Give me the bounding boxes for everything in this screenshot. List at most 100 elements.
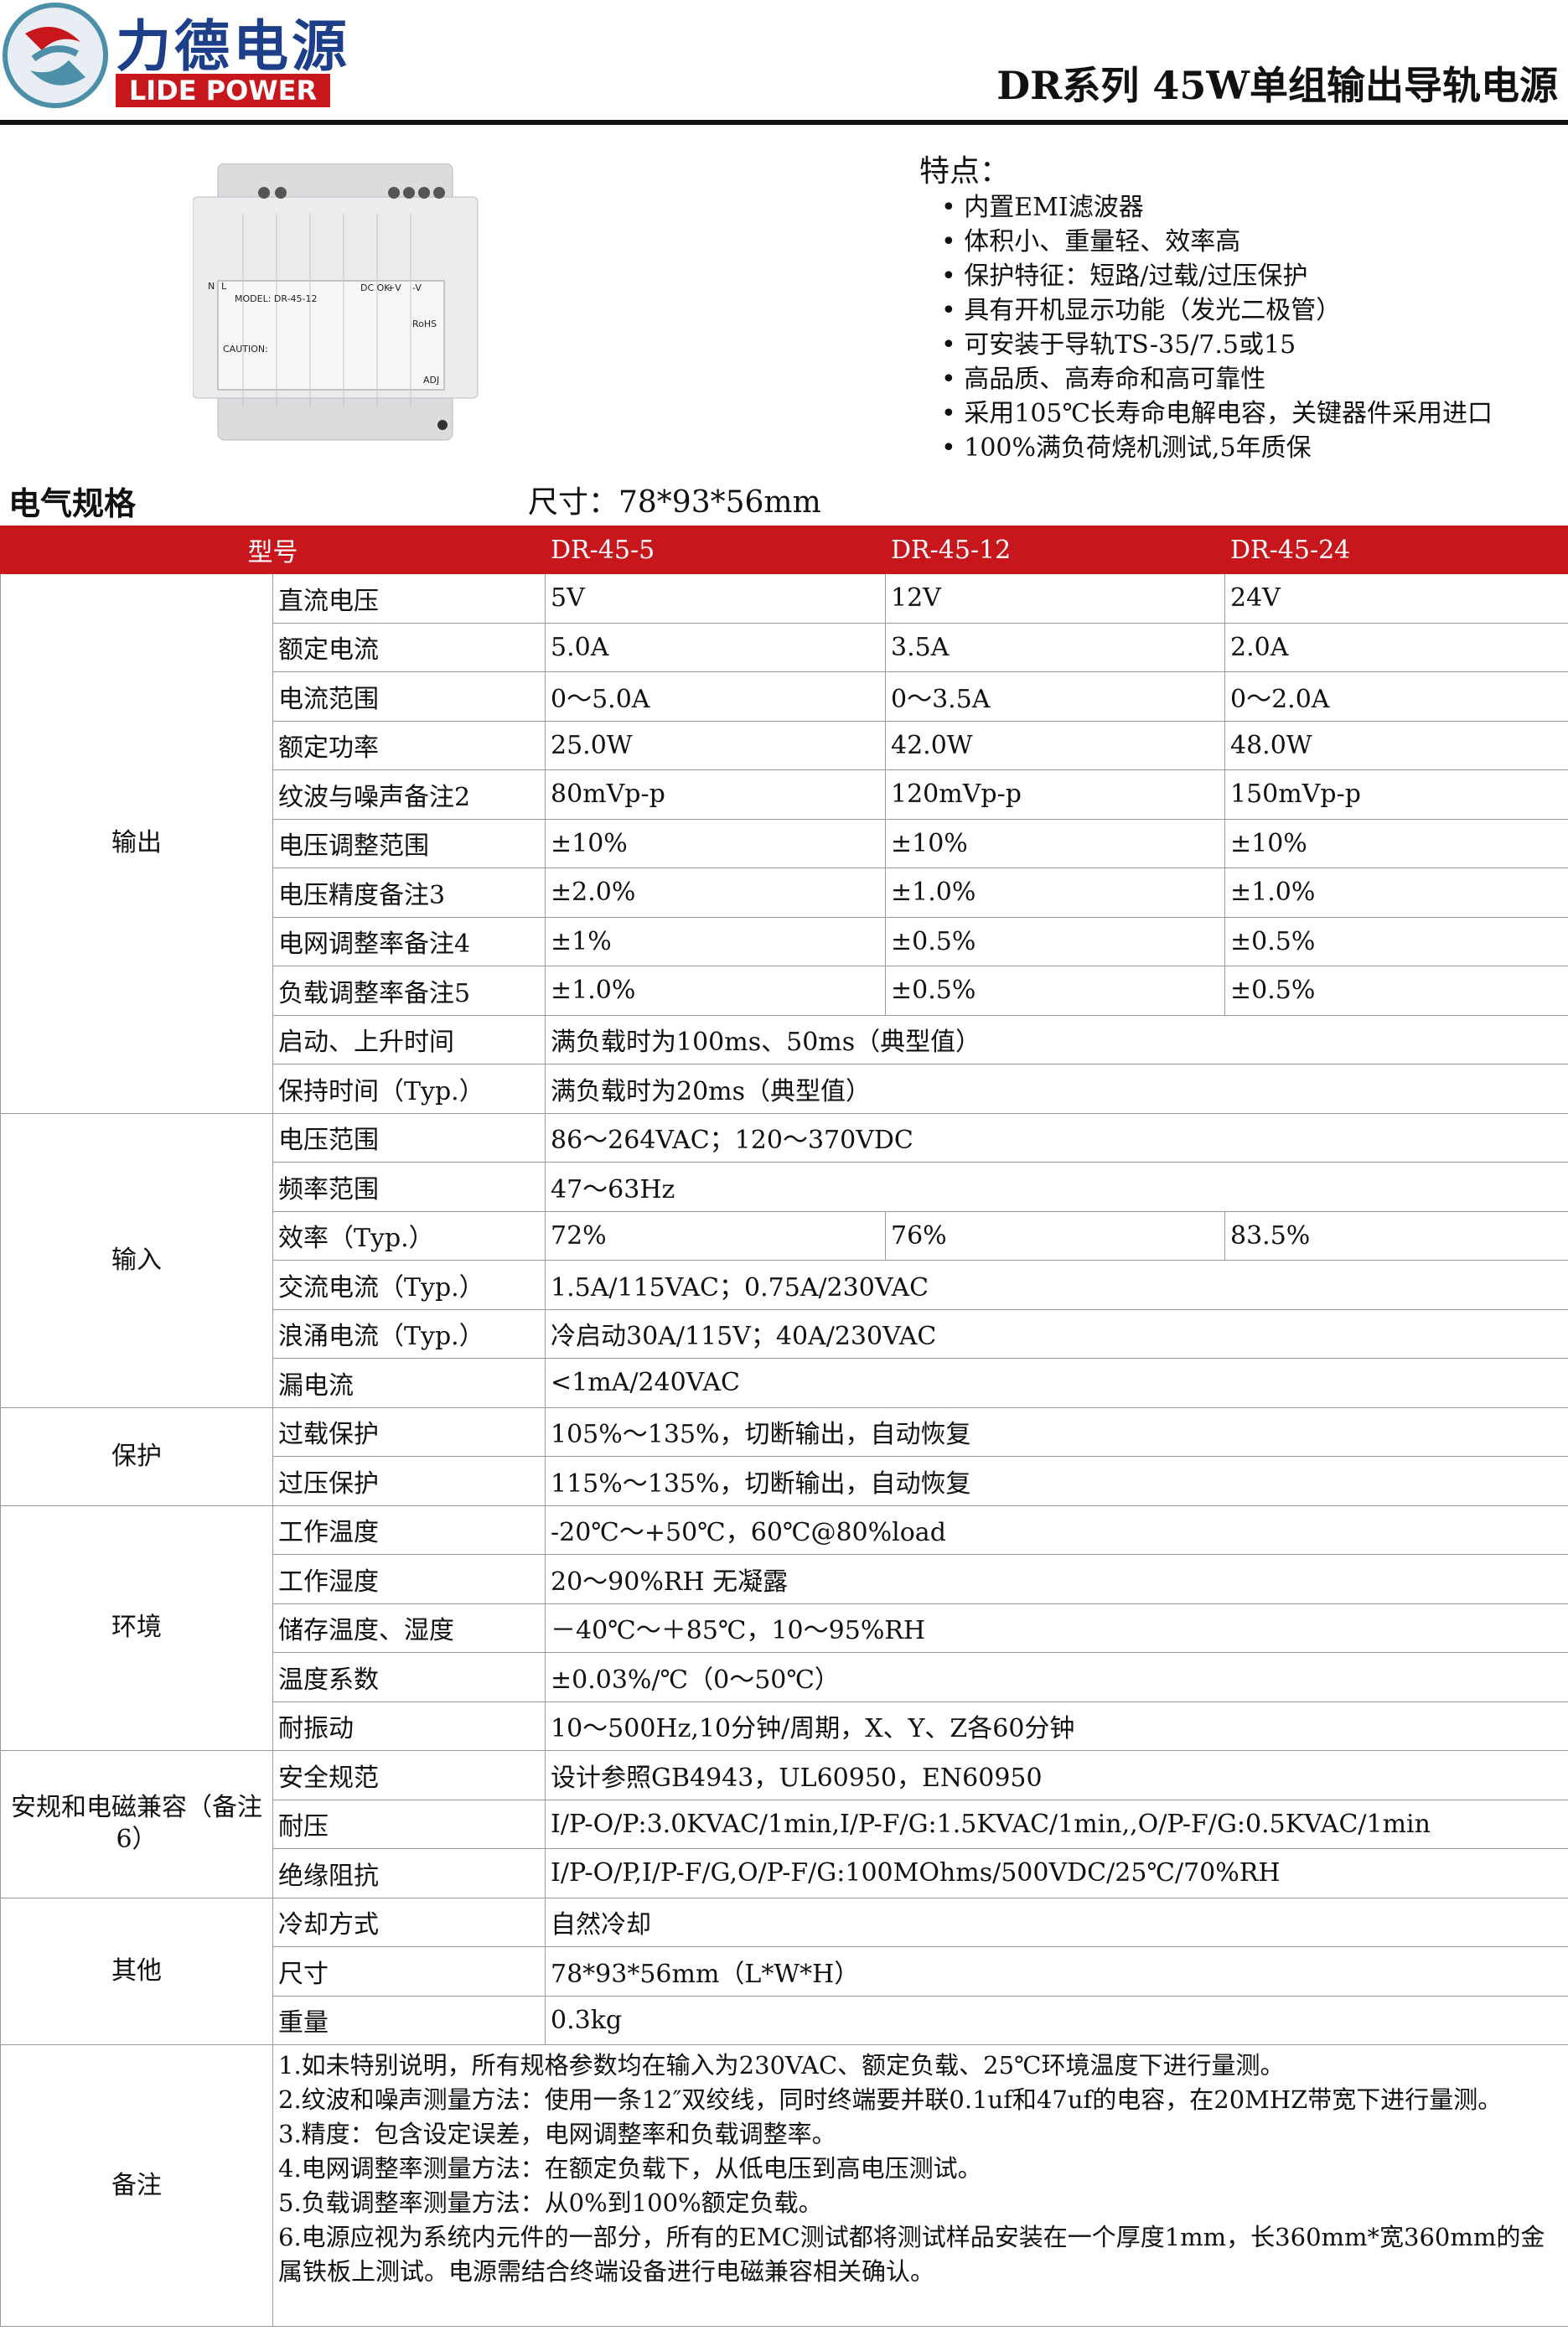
table-row: 安规和电磁兼容（备注6） 安全规范 设计参照GB4943，UL60950，EN609… [0,1750,1568,1898]
param-name: 工作温度 [272,1505,546,1555]
note-line: 2.纹波和噪声测量方法：使用一条12″双绞线，同时终端要并联0.1uf和47uf… [278,2085,1503,2114]
param-value: ±10% [1224,818,1568,868]
table-row: 输出 直流电压 5V 12V 24V [0,573,1568,1114]
feature-item: • 采用105℃长寿命电解电容，关键器件采用进口 [941,399,1493,428]
param-value: 0～3.5A [885,671,1225,722]
table-row: 其他 冷却方式 自然冷却 [0,1897,1568,2045]
group-label: 输出 [0,573,273,1114]
table-row: 环境 工作温度 -20℃～+50℃，60℃@80%load [0,1505,1568,1751]
param-name: 启动、上升时间 [272,1014,546,1064]
param-name: 过压保护 [272,1456,546,1506]
logo-english: LIDE POWER [116,74,330,107]
notes-row: 备注 1.如未特别说明，所有规格参数均在输入为230VAC、额定负载、25℃环境温… [0,2044,1568,2327]
table-row: 耐压 I/P-O/P:3.0KVAC/1min,I/P-F/G:1.5KVAC/1… [1,1799,1568,1849]
header-cell: 型号 [0,526,546,574]
table-row: 耐振动 10～500Hz,10分钟/周期，X、Y、Z各60分钟 [1,1701,1568,1751]
section-size: 尺寸：78*93*56mm [528,485,821,520]
note-line: 6.电源应视为系统内元件的一部分，所有的EMC测试都将测试样品安装在一个厚度1m… [278,2223,1545,2286]
param-value: ±0.5% [1224,966,1568,1016]
param-value: 0～2.0A [1224,671,1568,722]
table-row: 负载调整率备注5 ±1.0% ±0.5% ±0.5% [1,966,1568,1016]
param-value: ±10% [545,818,886,868]
param-value: 72% [545,1210,886,1261]
logo-mark [3,3,108,108]
param-name: 尺寸 [272,1946,546,1997]
group-label: 安规和电磁兼容（备注6） [0,1750,273,1898]
param-name: 浪涌电流（Typ.） [272,1308,546,1359]
param-name: 直流电压 [272,573,546,624]
note-line: 5.负载调整率测量方法：从0%到100%额定负载。 [278,2188,823,2217]
param-name: 负载调整率备注5 [272,966,546,1016]
table-row: 温度系数 ±0.03%/℃（0～50℃） [1,1652,1568,1702]
param-name: 效率（Typ.） [272,1210,546,1261]
param-name: 纹波与噪声备注2 [272,769,546,820]
param-value: ±0.5% [1224,916,1568,966]
param-name: 安全规范 [272,1750,546,1800]
table-row: 浪涌电流（Typ.） 冷启动30A/115V；40A/230VAC [1,1308,1568,1359]
table-row: 工作湿度 20～90%RH 无凝露 [1,1554,1568,1604]
feature-item: • 高品质、高寿命和高可靠性 [941,365,1266,394]
param-value: ±1.0% [885,868,1225,918]
param-value: I/P-O/P:3.0KVAC/1min,I/P-F/G:1.5KVAC/1mi… [545,1799,1568,1849]
logo-text: 力德电源 [116,14,350,79]
table-row: 输入 电压范围 86～264VAC；120～370VDC [0,1112,1568,1408]
param-value: 10～500Hz,10分钟/周期，X、Y、Z各60分钟 [545,1701,1568,1751]
note-line: 3.精度：包含设定误差，电网调整率和负载调整率。 [278,2120,836,2148]
note-line: 4.电网调整率测量方法：在额定负载下，从低电压到高电压测试。 [278,2154,982,2183]
param-value: ±0.5% [885,916,1225,966]
group-label: 输入 [0,1112,273,1408]
product-label: N [208,281,215,292]
table-row: 绝缘阻抗 I/P-O/P,I/P-F/G,O/P-F/G:100MOhms/500… [1,1848,1568,1898]
param-name: 保持时间（Typ.） [272,1064,546,1114]
table-row: 电流范围 0～5.0A 0～3.5A 0～2.0A [1,671,1568,722]
param-name: 温度系数 [272,1652,546,1702]
product-label: +V [387,282,401,293]
param-value: －40℃～＋85℃，10～95%RH [545,1603,1568,1653]
param-name: 绝缘阻抗 [272,1848,546,1898]
param-value: 25.0W [545,720,886,770]
param-name: 过载保护 [272,1406,546,1457]
table-body: 输出 直流电压 5V 12V 24V 额定电流 5.0A 3.5A 2.0A 电流范围 0～5.0A… [0,573,1568,2327]
param-value: ±1% [545,916,886,966]
param-value: 0～5.0A [545,671,886,722]
notes-label: 备注 [0,2044,273,2327]
param-value: <1mA/240VAC [545,1358,1568,1408]
param-value: 80mVp-p [545,769,886,820]
product-label: -V [412,282,422,293]
table-row: 保护 过载保护 105%～135%，切断输出，自动恢复 [0,1406,1568,1506]
param-name: 电压精度备注3 [272,868,546,918]
group-label: 环境 [0,1505,273,1751]
header-cell: DR-45-12 [885,526,1225,574]
param-value: 0.3kg [545,1995,1568,2045]
param-value: 5V [545,573,886,624]
param-value: 满负载时为100ms、50ms（典型值） [545,1014,1568,1064]
param-value: 115%～135%，切断输出，自动恢复 [545,1456,1568,1506]
features-title: 特点： [919,154,1011,189]
group-label: 其他 [0,1897,273,2045]
param-value: I/P-O/P,I/P-F/G,O/P-F/G:100MOhms/500VDC/… [545,1848,1568,1898]
doc-title: DR系列 45W单组输出导轨电源 [996,63,1558,108]
header-cell: DR-45-5 [545,526,886,574]
feature-item: • 具有开机显示功能（发光二极管） [941,296,1342,325]
param-value: -20℃～+50℃，60℃@80%load [545,1505,1568,1555]
param-value: 150mVp-p [1224,769,1568,820]
param-value: 86～264VAC；120～370VDC [545,1112,1568,1163]
features: 特点： • 内置EMI滤波器 • 体积小、重量轻、效率高 • 保护特征：短路/过载/… [919,153,1493,465]
param-name: 冷却方式 [272,1897,546,1947]
param-value: 冷启动30A/115V；40A/230VAC [545,1308,1568,1359]
param-name: 储存温度、湿度 [272,1603,546,1653]
param-value: 42.0W [885,720,1225,770]
param-value: 3.5A [885,622,1225,672]
product-label: DC OK [360,282,391,293]
table-row: 效率（Typ.） 72% 76% 83.5% [1,1210,1568,1261]
param-value: ±0.03%/℃（0～50℃） [545,1652,1568,1702]
param-name: 重量 [272,1995,546,2045]
param-value: 24V [1224,573,1568,624]
param-value: 78*93*56mm（L*W*H） [545,1946,1568,1997]
table-row: 电网调整率备注4 ±1% ±0.5% ±0.5% [1,916,1568,966]
param-value: 2.0A [1224,622,1568,672]
feature-item: • 内置EMI滤波器 [941,193,1144,222]
param-value: 83.5% [1224,1210,1568,1261]
